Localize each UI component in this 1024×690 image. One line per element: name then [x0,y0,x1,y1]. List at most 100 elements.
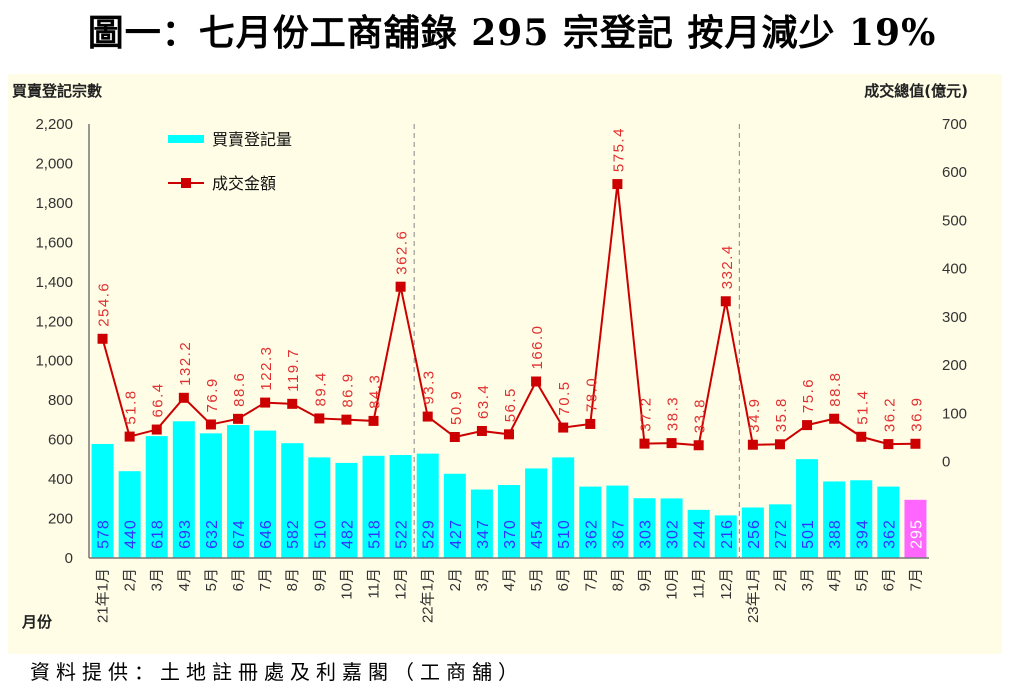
line-value-label: 76.9 [204,377,221,412]
bar-value-label: 578 [96,519,113,549]
y2-tick-label: 600 [942,164,967,181]
x-tick-label: 2月 [122,568,139,591]
line-value-label: 332.4 [719,244,736,289]
x-tick-label: 3月 [474,568,491,591]
line-value-label: 51.8 [123,389,140,424]
y-axis-title: 買賣登記宗數 [12,82,102,100]
line-point [449,432,460,443]
line-value-label: 132.2 [177,341,194,386]
x-axis-title: 月份 [21,613,53,631]
line-point [720,296,731,307]
bar [660,498,683,558]
bar [633,498,656,558]
line-point [774,439,785,450]
line-value-label: 86.9 [339,372,356,407]
source-note: 資料提供：土地註冊處及利嘉閣（工商舖） [30,660,524,684]
y2-tick-label: 0 [942,454,950,471]
line-value-label: 70.5 [556,380,573,415]
bar [606,485,629,558]
line-point [178,392,189,403]
bar-value-label: 347 [475,519,492,549]
line-value-label: 36.9 [908,397,925,432]
bar [389,455,412,558]
x-tick-label: 3月 [149,568,166,591]
x-tick-label: 23年1月 [745,568,762,623]
y2-tick-label: 500 [942,212,967,229]
bar-value-label: 510 [556,519,573,549]
chart-title: 圖一：七月份工商舖錄 295 宗登記 按月減少 19% [87,12,937,54]
bar-value-label: 501 [800,519,817,549]
x-tick-label: 11月 [691,568,708,599]
line-value-label: 56.5 [502,387,519,422]
line-point [205,419,216,430]
x-tick-label: 10月 [664,568,681,600]
bar [768,504,791,558]
line-value-label: 89.4 [312,371,329,406]
bar-value-label: 510 [312,519,329,549]
legend-bar-swatch [168,135,204,143]
bar-value-label: 272 [773,519,790,549]
bar [335,462,358,558]
y-tick-label: 600 [48,432,73,449]
y-tick-label: 400 [48,471,73,488]
bar-value-label: 303 [637,519,654,549]
bar-value-label: 632 [204,519,221,549]
line-point [585,418,596,429]
line-point [747,439,758,450]
bar-value-label: 362 [881,519,898,549]
line-value-label: 78.0 [583,377,600,412]
legend-bar-label: 買賣登記量 [212,130,292,149]
bar [579,486,602,558]
x-tick-label: 4月 [176,568,193,591]
x-tick-label: 7月 [582,568,599,591]
x-tick-label: 5月 [853,568,870,591]
line-point [666,438,677,449]
line-point [612,179,623,190]
y2-tick-label: 200 [942,357,967,374]
line-point [910,438,921,449]
y2-tick-label: 700 [942,116,967,133]
bar-value-label: 646 [258,519,275,549]
line-point [531,376,542,387]
x-tick-label: 5月 [528,568,545,591]
line-value-label: 37.2 [637,396,654,431]
bar [227,425,250,558]
bar-value-label: 582 [285,519,302,549]
bar [281,443,304,558]
bar [308,457,331,558]
line-value-label: 50.9 [448,390,465,425]
x-tick-label: 7月 [257,568,274,591]
y-tick-label: 0 [65,550,73,567]
y-tick-label: 2,200 [35,116,73,133]
bar-value-label: 362 [583,519,600,549]
bar-value-label: 216 [719,519,736,549]
line-value-label: 93.3 [421,369,438,404]
bar-value-label: 440 [123,519,140,549]
y2-axis-title: 成交總值(億元) [864,82,968,100]
line-point [287,398,298,409]
line-value-label: 33.8 [692,398,709,433]
x-tick-label: 8月 [284,568,301,591]
line-value-label: 36.2 [881,397,898,432]
line-point [314,413,325,424]
line-point [233,413,244,424]
bar-value-label: 618 [150,519,167,549]
line-value-label: 34.9 [746,398,763,433]
line-point [639,438,650,449]
line-point [829,413,840,424]
bar-value-label: 388 [827,519,844,549]
legend-line-label: 成交金額 [212,174,276,193]
line-value-label: 88.6 [231,372,248,407]
line-point [151,424,162,435]
chart-background [8,74,1002,654]
line-value-label: 254.6 [96,282,113,327]
x-tick-label: 10月 [338,568,355,600]
line-point [341,414,352,425]
bar [470,489,493,558]
line-point [476,425,487,436]
bar [796,459,819,558]
line-point [395,281,406,292]
bar-value-label: 482 [339,519,356,549]
bar-value-label: 367 [610,519,627,549]
